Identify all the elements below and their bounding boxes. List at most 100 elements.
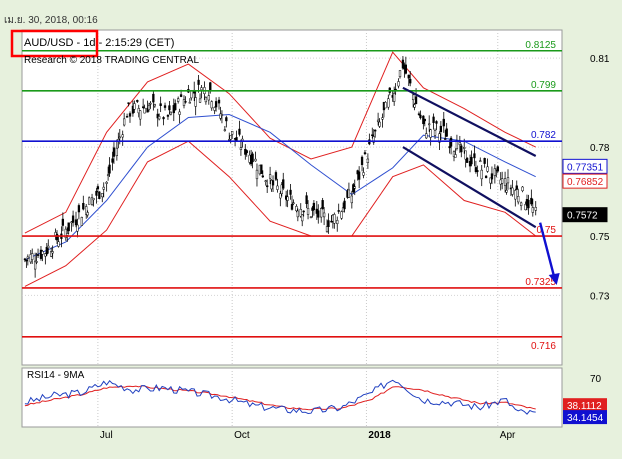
candle-body: [343, 200, 346, 210]
candle-body: [419, 114, 422, 119]
candle-body: [90, 197, 94, 206]
candle-body: [23, 258, 27, 261]
level-label: 0.7325: [525, 277, 556, 288]
candle-body: [228, 139, 231, 141]
candle-body: [496, 166, 499, 172]
candle-body: [397, 81, 400, 87]
candle-body: [55, 233, 59, 241]
candle-body: [61, 218, 65, 226]
candle-body: [229, 135, 232, 140]
candle-body: [350, 195, 353, 204]
candle-body: [136, 100, 139, 102]
candle-body: [321, 200, 324, 210]
candle-body: [121, 134, 124, 138]
candle-body: [26, 256, 29, 259]
candle-body: [501, 178, 504, 184]
candle-body: [92, 198, 95, 201]
candle-body: [47, 245, 50, 249]
candle-body: [414, 96, 418, 105]
candle-body: [309, 216, 313, 219]
candle-body: [264, 180, 267, 182]
candle-body: [519, 202, 523, 206]
x-tick-label: Oct: [234, 430, 250, 441]
candle-body: [115, 147, 119, 156]
candle-body: [282, 179, 285, 189]
price-marker-box: [562, 158, 608, 174]
candle-body: [96, 186, 100, 190]
candle-body: [198, 98, 202, 103]
candle-body: [260, 164, 263, 174]
symbol-highlight-box: [10, 29, 99, 58]
candle-body: [325, 226, 329, 232]
candle-body: [220, 114, 224, 116]
projection-arrow-head: [548, 272, 560, 285]
candle-body: [158, 116, 161, 120]
candle-body: [460, 145, 463, 153]
candle-body: [255, 169, 259, 180]
rsi-y-tick-label: 70: [590, 374, 602, 385]
price-marker-label: 0.7572: [567, 211, 598, 222]
candle-body: [143, 107, 146, 114]
candle-body: [439, 125, 443, 133]
candle-body: [105, 181, 108, 184]
candle-body: [445, 128, 448, 137]
candle-body: [521, 186, 524, 192]
candle-body: [407, 74, 410, 79]
rsi-marker-label: 34.1454: [567, 413, 604, 424]
candle-body: [33, 260, 37, 270]
candle-body: [57, 241, 60, 247]
candle-body: [432, 116, 435, 123]
candle-body: [374, 129, 377, 132]
x-tick-label: Apr: [500, 430, 516, 441]
candle-body: [71, 215, 75, 223]
candle-body: [530, 197, 533, 205]
candle-body: [36, 254, 40, 256]
candle-body: [239, 147, 243, 150]
candle-body: [169, 111, 173, 115]
price-candles: [23, 56, 537, 278]
candle-body: [336, 220, 339, 224]
candle-body: [106, 174, 110, 176]
candle-body: [474, 167, 478, 172]
candle-body: [35, 261, 38, 263]
candle-body: [219, 113, 222, 119]
candle-body: [123, 118, 126, 126]
candle-body: [268, 174, 272, 179]
timestamp-label: เม.ย. 30, 2018, 00:16: [4, 15, 98, 26]
candle-body: [295, 206, 298, 212]
channel-upper-line: [402, 86, 537, 157]
candle-body: [159, 103, 162, 106]
rsi-marker-label: 38.1112: [567, 401, 602, 412]
candle-body: [184, 101, 187, 103]
price-marker-label: 0.76852: [567, 177, 604, 188]
y-tick-label: 0.75: [590, 232, 610, 243]
candle-body: [503, 178, 507, 186]
candle-body: [312, 202, 316, 211]
candle-body: [317, 210, 320, 218]
candle-body: [149, 102, 152, 105]
symbol-label: AUD/USD - 1d - 2:15:29 (CET): [24, 37, 174, 49]
candle-body: [131, 105, 135, 114]
candle-body: [448, 146, 451, 149]
indicator-lines: [24, 51, 537, 287]
candle-body: [147, 105, 151, 110]
candle-body: [200, 87, 203, 91]
candle-body: [296, 210, 299, 218]
candle-body: [486, 166, 489, 172]
level-label: 0.8125: [525, 40, 556, 51]
candle-body: [299, 208, 302, 217]
candle-body: [381, 117, 384, 120]
candle-body: [108, 164, 111, 174]
candle-body: [341, 207, 345, 213]
candle-body: [128, 113, 132, 117]
candle-body: [156, 113, 159, 119]
candle-body: [484, 175, 488, 179]
candle-body: [347, 189, 351, 198]
level-lines: 0.8125 0.799 0.782 0.75 0.7325 0.716: [22, 40, 562, 352]
candle-body: [305, 195, 308, 204]
candle-body: [394, 88, 397, 91]
candle-body: [168, 105, 171, 111]
candle-body: [178, 111, 181, 115]
